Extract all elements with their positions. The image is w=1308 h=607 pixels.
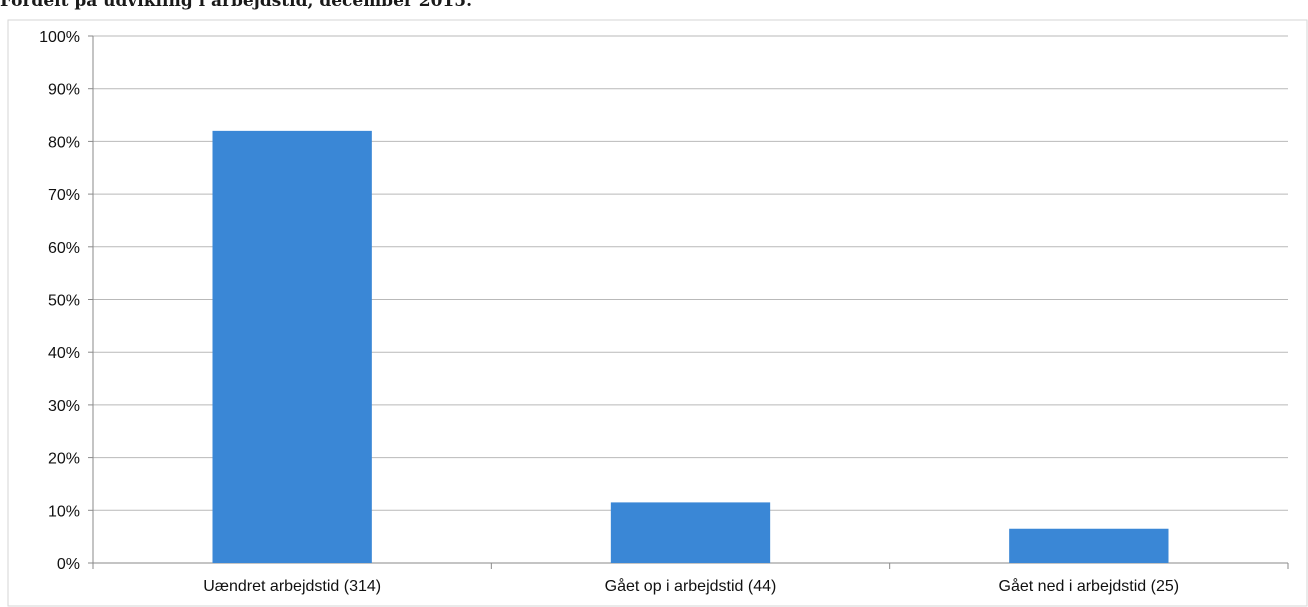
x-category-label: Gået ned i arbejdstid (25)	[999, 577, 1180, 595]
chart-title: Fordelt på udvikling i arbejdstid, decem…	[0, 0, 472, 11]
x-category-label: Uændret arbejdstid (314)	[203, 578, 381, 595]
y-tick-label: 20%	[48, 451, 80, 468]
y-tick-labels: 0% 10% 20% 30% 40% 50% 60% 70% 80% 90% 100%	[39, 29, 80, 573]
x-category-labels: Uændret arbejdstid (314) Gået op i arbejd…	[203, 577, 1179, 595]
y-tick-label: 40%	[48, 345, 80, 362]
y-tick-label: 0%	[57, 556, 80, 573]
bar	[1009, 528, 1169, 563]
y-tick-label: 100%	[39, 29, 80, 46]
bars	[212, 130, 1169, 564]
y-tick-label: 60%	[48, 240, 80, 257]
bar	[610, 502, 771, 563]
y-tick-label: 80%	[48, 134, 80, 151]
y-tick-label: 30%	[48, 398, 80, 415]
chart-frame	[7, 19, 1308, 607]
x-category-label: Gået op i arbejdstid (44)	[605, 577, 777, 595]
y-tick-label: 50%	[48, 293, 80, 310]
bar	[212, 130, 372, 564]
y-tick-label: 70%	[48, 187, 80, 204]
y-tick-label: 10%	[48, 503, 80, 520]
y-tick-label: 90%	[48, 82, 80, 99]
